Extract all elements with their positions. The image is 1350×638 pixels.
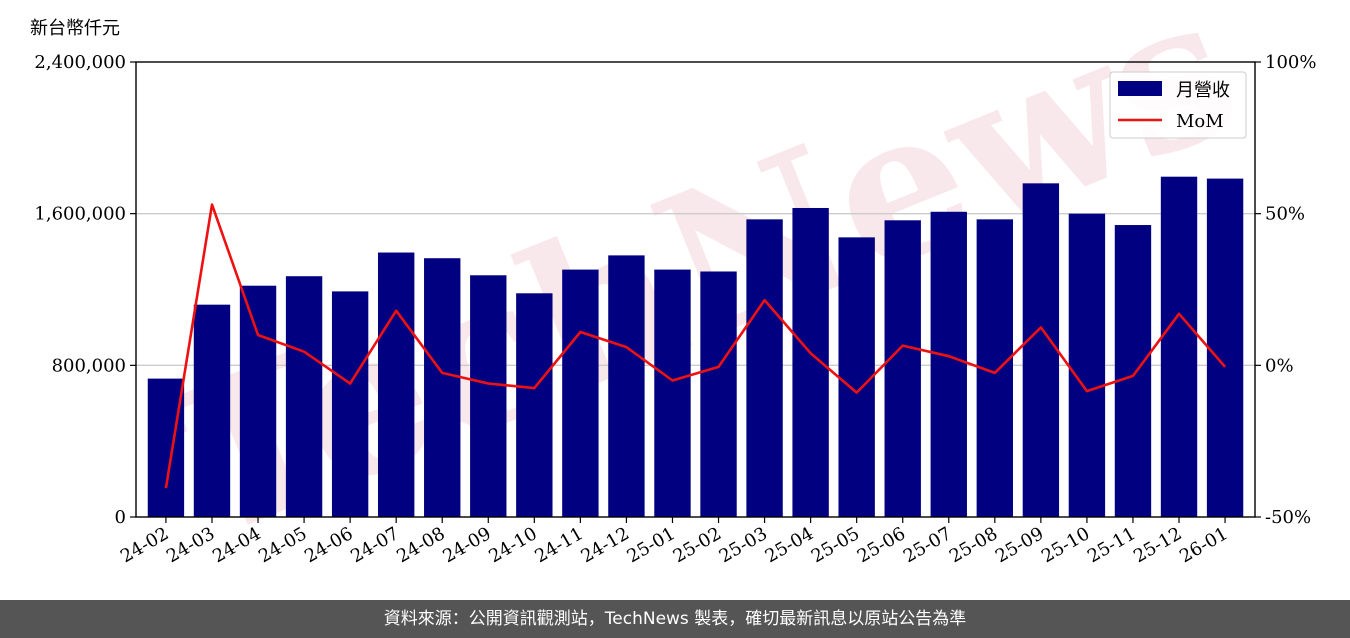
x-tick-label: 24-11: [531, 523, 586, 567]
y-right-tick-label: 50%: [1265, 204, 1305, 225]
x-tick-label: 26-01: [1176, 523, 1231, 567]
y-left-tick-label: 800,000: [52, 355, 126, 376]
x-tick-label: 25-07: [900, 523, 955, 567]
x-tick-label: 25-01: [624, 523, 679, 567]
revenue-bar: [470, 275, 507, 517]
x-tick-label: 25-04: [762, 523, 817, 567]
revenue-bar: [285, 276, 323, 517]
legend-label-revenue: 月營收: [1176, 80, 1230, 101]
x-tick-label: 24-03: [163, 523, 218, 567]
x-tick-label: 25-03: [716, 523, 771, 567]
revenue-bar: [884, 220, 921, 518]
revenue-bar: [746, 219, 783, 517]
y-left-unit-label: 新台幣仟元: [30, 18, 120, 39]
x-tick-label: 25-02: [670, 523, 725, 567]
x-tick-label: 24-02: [117, 523, 172, 567]
x-tick-label: 24-12: [577, 523, 632, 567]
x-tick-label: 25-06: [854, 523, 909, 567]
revenue-bar: [377, 252, 415, 517]
legend-label-mom: MoM: [1176, 111, 1224, 132]
revenue-bar: [930, 211, 967, 518]
revenue-bar: [562, 269, 599, 517]
revenue-bar: [1160, 176, 1198, 517]
revenue-bar: [147, 378, 185, 517]
x-tick-label: 25-08: [946, 523, 1001, 567]
x-tick-label: 25-10: [1038, 523, 1093, 567]
plot-frame: [135, 61, 1256, 518]
x-tick-label: 24-09: [439, 523, 494, 567]
y-left-tick-label: 1,600,000: [34, 204, 126, 225]
revenue-bar: [1022, 183, 1060, 518]
revenue-bar: [654, 269, 691, 517]
source-footer: 資料來源：公開資訊觀測站，TechNews 製表，確切最新訊息以原站公告為準: [0, 600, 1350, 638]
legend-swatch-revenue: [1118, 81, 1162, 96]
revenue-bar: [331, 291, 369, 517]
revenue-bar: [1206, 178, 1244, 517]
revenue-bar: [1114, 225, 1152, 517]
x-tick-label: 24-08: [393, 523, 448, 567]
y-right-tick-label: 0%: [1265, 355, 1294, 376]
x-tick-label: 25-05: [808, 523, 863, 567]
mom-line: [164, 203, 1227, 489]
revenue-bar: [1068, 213, 1106, 517]
revenue-bar: [838, 237, 875, 518]
revenue-bar: [516, 293, 553, 517]
y-right-tick-label: 100%: [1265, 52, 1316, 73]
x-tick-label: 25-12: [1130, 523, 1185, 567]
chart-svg: 新台幣仟元 TechNews 0800,0001,600,0002,400,00…: [30, 0, 1316, 583]
x-tick-label: 25-11: [1084, 523, 1139, 567]
revenue-bar: [700, 271, 737, 517]
x-tick-label: 24-10: [485, 523, 540, 567]
revenue-bar: [239, 285, 277, 517]
y-left-tick-label: 2,400,000: [34, 52, 126, 73]
revenue-bar: [608, 255, 645, 517]
y-right-tick-label: -50%: [1265, 507, 1311, 528]
revenue-bar: [424, 258, 461, 517]
revenue-bar: [193, 304, 231, 517]
x-tick-label: 25-09: [992, 523, 1047, 567]
y-left-tick-label: 0: [115, 507, 126, 528]
